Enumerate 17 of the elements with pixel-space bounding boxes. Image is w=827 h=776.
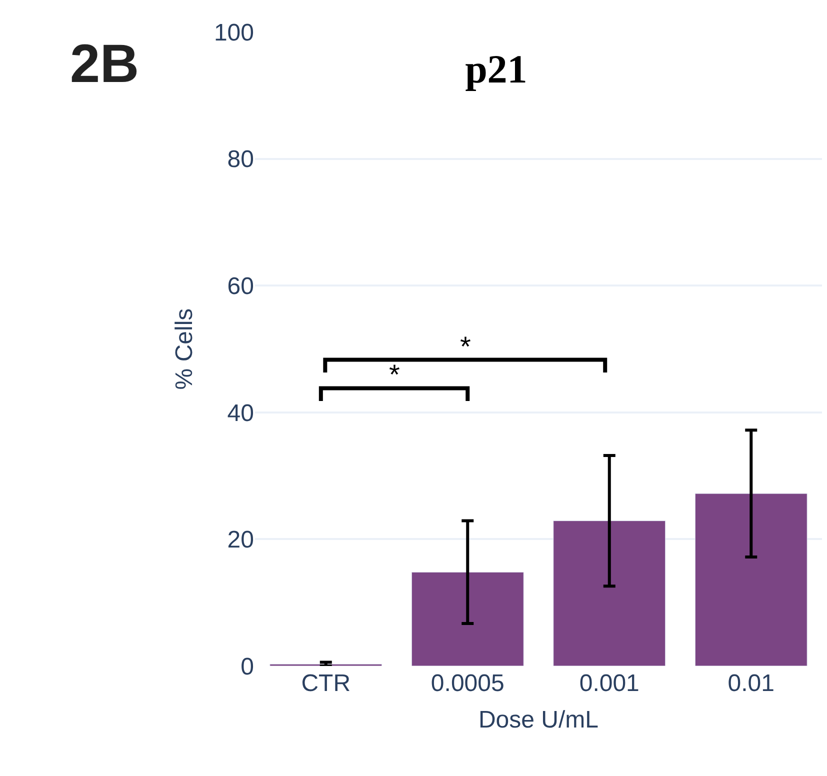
chart-title: p21 bbox=[465, 46, 528, 92]
y-tick-label: 60 bbox=[227, 273, 254, 300]
y-tick-label: 80 bbox=[227, 146, 254, 174]
x-axis-title: Dose U/mL bbox=[478, 706, 599, 734]
y-tick-label: 0 bbox=[240, 653, 254, 680]
x-tick-label: CTR bbox=[301, 670, 351, 697]
text: 2B bbox=[70, 34, 140, 94]
y-tick-label: 20 bbox=[227, 526, 254, 554]
y-tick-label: 40 bbox=[227, 400, 254, 427]
annotation: * bbox=[460, 331, 471, 362]
annotation: * bbox=[389, 359, 400, 390]
x-tick-label: 0.0005 bbox=[430, 670, 504, 697]
x-tick-label: 0.01 bbox=[728, 670, 774, 697]
y-tick-label: 100 bbox=[214, 19, 254, 46]
x-tick-label: 0.001 bbox=[579, 670, 640, 697]
y-axis-title: % Cells bbox=[171, 308, 198, 390]
bar bbox=[411, 572, 524, 666]
